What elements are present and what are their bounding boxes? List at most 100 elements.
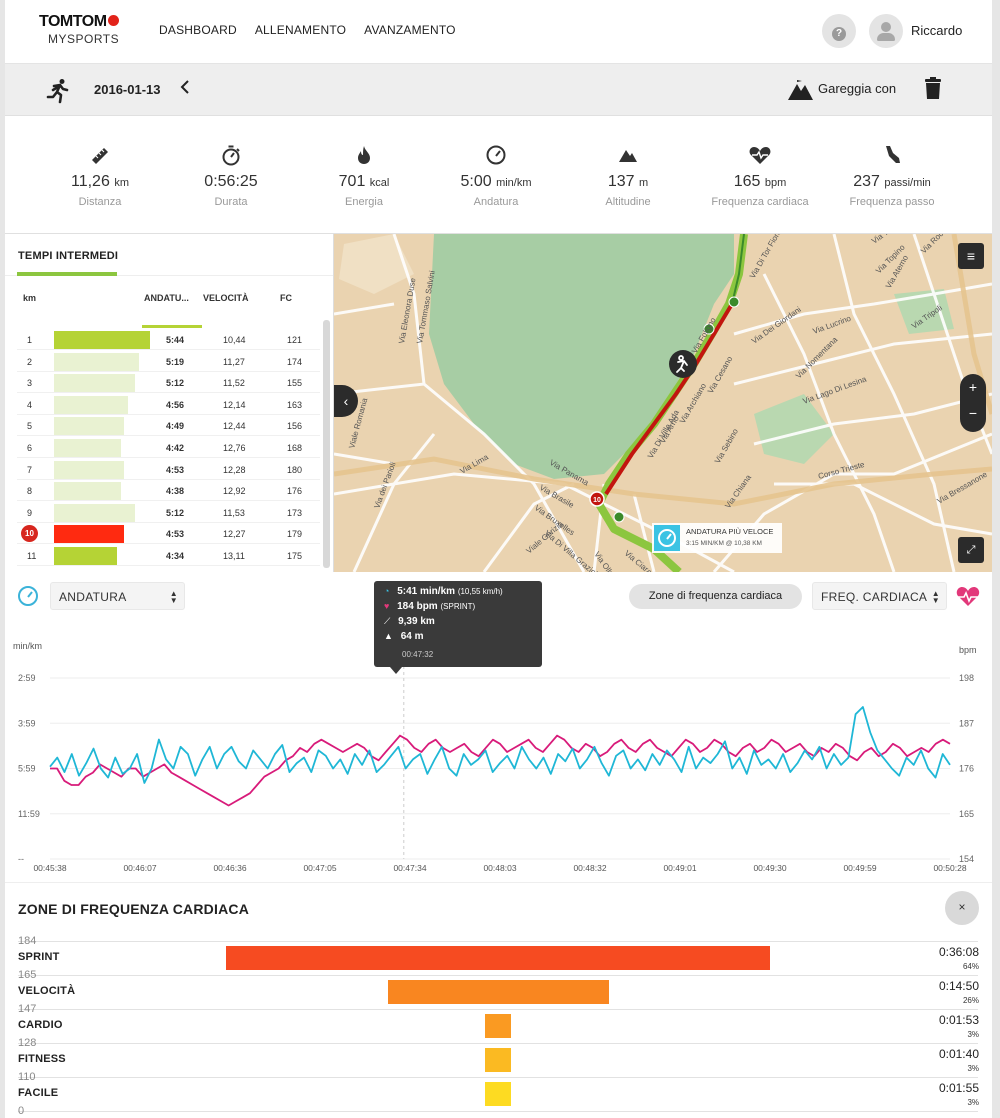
stat-heart-rate: 165 bpm Frequenza cardiaca xyxy=(695,144,825,208)
flame-icon xyxy=(358,146,370,164)
split-row[interactable]: 3 5:12 11,52 155 xyxy=(17,372,320,394)
zone-percent: 3% xyxy=(967,1030,979,1039)
help-button[interactable]: ? xyxy=(822,14,856,48)
col-hr[interactable]: FC xyxy=(280,293,292,303)
split-km: 11 xyxy=(27,551,37,561)
map-layers-button[interactable]: ≡ xyxy=(958,243,984,269)
split-row[interactable]: 1 5:44 10,44 121 xyxy=(17,329,320,350)
mountain-icon: ▲ xyxy=(384,631,393,641)
split-row[interactable]: 9 5:12 11,53 173 xyxy=(17,502,320,523)
nav-dashboard[interactable]: DASHBOARD xyxy=(159,23,237,37)
col-speed[interactable]: VELOCITÀ xyxy=(203,293,249,303)
tooltip-hr: ♥ 184 bpm (SPRINT) xyxy=(384,601,475,615)
split-pace: 5:12 xyxy=(166,378,185,389)
left-metric-select[interactable]: ANDATURA ▲ ▼ xyxy=(50,582,185,610)
map-zoom-control[interactable]: + − xyxy=(960,374,986,432)
zone-divider xyxy=(18,1111,978,1112)
zone-time: 0:01:40 xyxy=(938,1047,979,1061)
gauge-icon xyxy=(486,145,506,165)
route-map[interactable]: 10 Via Tommaso Salvini Via Eleonora Duse V… xyxy=(334,234,992,572)
chart-ytick-left: -- xyxy=(18,854,24,864)
split-row[interactable]: 4 4:56 12,14 163 xyxy=(17,394,320,415)
hr-zones-button[interactable]: Zone di frequenza cardiaca xyxy=(629,584,802,609)
zone-divider xyxy=(18,1009,978,1010)
split-row[interactable]: 6 4:42 12,76 168 xyxy=(17,437,320,458)
tab-splits[interactable]: TEMPI INTERMEDI xyxy=(18,250,119,262)
fastest-pace-detail: 3:15 MIN/KM @ 10,38 KM xyxy=(686,540,762,547)
zones-title: ZONE DI FREQUENZA CARDIACA xyxy=(18,901,250,917)
zone-divider xyxy=(18,1077,978,1078)
split-hr: 163 xyxy=(287,399,303,410)
split-speed: 12,76 xyxy=(223,443,246,453)
km-marker-3[interactable] xyxy=(728,296,740,308)
col-pace[interactable]: ANDATU... xyxy=(144,293,189,303)
split-pace-bar xyxy=(54,547,117,565)
zone-percent: 26% xyxy=(962,996,979,1005)
zone-bar[interactable] xyxy=(485,1048,511,1072)
trash-icon[interactable] xyxy=(924,76,942,100)
chart-ytick-left: 3:59 xyxy=(18,718,36,728)
pace-hr-chart[interactable]: min/km bpm 2:59 3:59 5:59 11:59 -- 198 187 176 165… xyxy=(5,626,992,882)
zone-bar[interactable] xyxy=(485,1014,511,1038)
split-hr: 156 xyxy=(287,421,303,432)
zone-time: 0:01:53 xyxy=(938,1013,979,1027)
split-row[interactable]: 2 5:19 11,27 174 xyxy=(17,351,320,372)
stat-cadence: 237 passi/min Frequenza passo xyxy=(827,144,957,208)
split-pace: 4:38 xyxy=(166,486,185,497)
fullscreen-icon[interactable]: ⤢ xyxy=(958,537,984,563)
split-row[interactable]: 8 4:38 12,92 176 xyxy=(17,480,320,502)
chart-tooltip: ◔ 5:41 min/km (10,55 km/h) ♥ 184 bpm (SP… xyxy=(374,581,542,674)
km-marker-end[interactable] xyxy=(613,511,625,523)
chart-ytick-left: 2:59 xyxy=(18,673,36,683)
zone-percent: 3% xyxy=(967,1098,979,1107)
zoom-out-button[interactable]: − xyxy=(968,405,978,421)
right-metric-select[interactable]: FREQ. CARDIACA ▲ ▼ xyxy=(812,582,947,610)
activity-stats: 11,26 km Distanza 0:56:25 Durata 701 kca… xyxy=(5,116,992,234)
chart-xtick: 00:49:30 xyxy=(753,863,786,873)
zoom-in-button[interactable]: + xyxy=(968,379,978,395)
nav-avanzamento[interactable]: AVANZAMENTO xyxy=(364,23,456,37)
stat-pace-unit: min/km xyxy=(496,177,532,189)
tooltip-distance: ⟋ 9,39 km xyxy=(384,616,435,630)
stopwatch-icon xyxy=(222,145,240,166)
split-row[interactable]: 7 4:53 12,28 180 xyxy=(17,459,320,480)
zone-bar[interactable] xyxy=(226,946,770,970)
stat-distance: 11,26 km Distanza xyxy=(35,144,165,208)
split-row[interactable]: 5 4:49 12,44 156 xyxy=(17,415,320,437)
split-hr: 121 xyxy=(287,335,303,345)
gauge-icon xyxy=(658,529,676,547)
split-hr: 174 xyxy=(287,356,303,367)
nav-allenamento[interactable]: ALLENAMENTO xyxy=(254,23,347,37)
zone-name: FACILE xyxy=(18,1087,59,1099)
chart-ytick-right: 154 xyxy=(959,854,974,864)
race-label[interactable]: Gareggia con xyxy=(818,81,897,96)
close-icon[interactable]: × xyxy=(945,891,979,925)
split-speed: 10,44 xyxy=(223,335,246,345)
zone-percent: 64% xyxy=(962,962,979,971)
stat-pace-value: 5:00 xyxy=(460,173,492,190)
tomtom-logo[interactable]: TOMTOM MYSPORTS xyxy=(39,13,119,46)
split-pace: 5:12 xyxy=(166,507,185,518)
tooltip-pace-value: 5:41 min/km xyxy=(397,586,456,597)
user-name[interactable]: Riccardo xyxy=(911,23,963,38)
zone-name: VELOCITÀ xyxy=(18,985,76,997)
tooltip-arrow xyxy=(390,667,402,674)
stat-energy-label: Energia xyxy=(345,196,383,208)
km-marker-10[interactable] xyxy=(589,491,605,507)
heart-icon: ♥ xyxy=(384,601,390,611)
stat-pace: 5:00 min/km Andatura xyxy=(431,144,561,208)
chart-ytick-right: 198 xyxy=(959,673,974,683)
race-icon[interactable] xyxy=(786,78,814,102)
split-km: 1 xyxy=(27,335,33,345)
chart-svg[interactable]: min/km bpm 2:59 3:59 5:59 11:59 -- 198 187 176 165… xyxy=(5,626,992,882)
avatar[interactable] xyxy=(869,14,903,48)
split-row[interactable]: 11 4:34 13,11 175 xyxy=(17,545,320,566)
chevron-left-icon[interactable] xyxy=(179,76,191,104)
split-km: 2 xyxy=(27,356,33,367)
km-marker-4[interactable] xyxy=(703,323,715,335)
splits-scrollbar[interactable] xyxy=(323,320,330,568)
zone-bar[interactable] xyxy=(485,1082,511,1106)
zone-bar[interactable] xyxy=(387,980,609,1004)
split-row[interactable]: 10 4:53 12,27 179 xyxy=(17,523,320,545)
